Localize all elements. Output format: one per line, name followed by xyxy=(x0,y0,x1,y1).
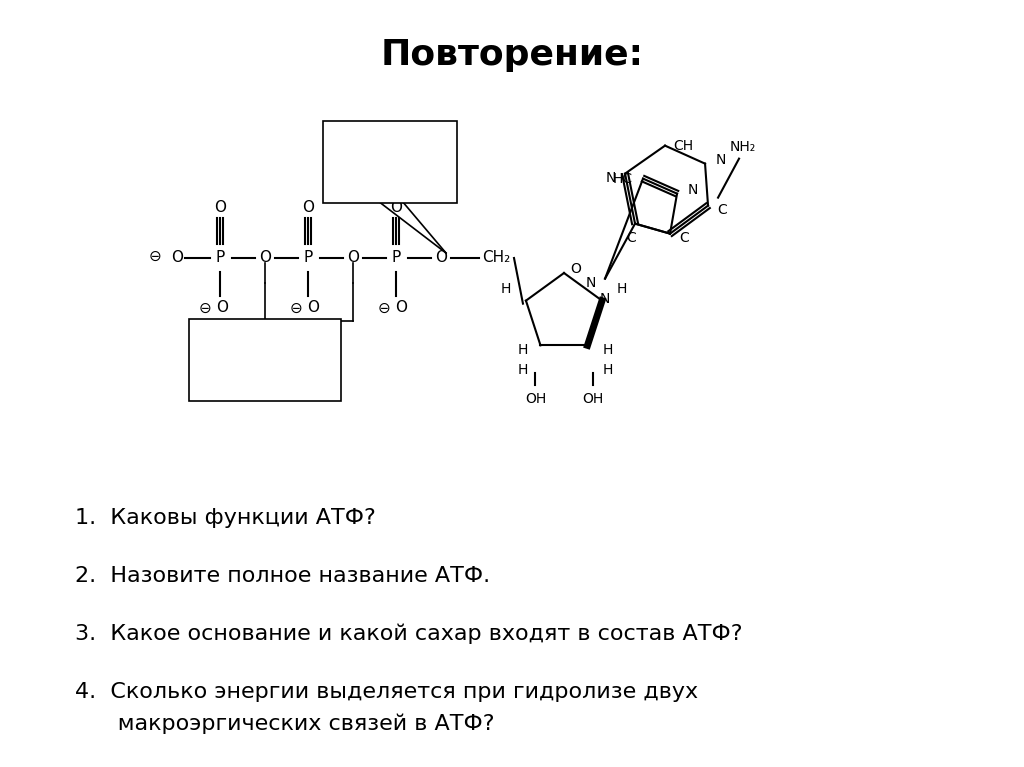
Text: N: N xyxy=(688,183,698,196)
Text: H: H xyxy=(517,344,527,357)
Text: 1.  Каковы функции АТФ?: 1. Каковы функции АТФ? xyxy=(75,508,376,528)
Text: N: N xyxy=(716,153,726,166)
Text: H: H xyxy=(602,344,612,357)
Text: O: O xyxy=(390,200,402,216)
Text: CH: CH xyxy=(673,139,693,153)
FancyBboxPatch shape xyxy=(189,319,341,401)
Text: P: P xyxy=(215,251,224,265)
Text: C: C xyxy=(717,202,727,216)
Text: O: O xyxy=(259,251,271,265)
Text: ⊖: ⊖ xyxy=(199,301,211,315)
Text: O: O xyxy=(214,200,226,216)
Text: C: C xyxy=(679,231,689,245)
FancyBboxPatch shape xyxy=(323,121,457,203)
Text: O: O xyxy=(302,200,314,216)
Text: эфирная: эфирная xyxy=(361,157,419,170)
Text: фосфо-: фосфо- xyxy=(366,136,414,149)
Text: ⊖: ⊖ xyxy=(148,249,162,264)
Text: H: H xyxy=(501,281,511,295)
Text: Повторение:: Повторение: xyxy=(381,38,643,72)
Text: 2.  Назовите полное название АТФ.: 2. Назовите полное название АТФ. xyxy=(75,566,490,586)
Text: NH₂: NH₂ xyxy=(730,140,756,153)
Text: O: O xyxy=(435,251,447,265)
Text: связь: связь xyxy=(372,179,408,193)
Text: 4.  Сколько энергии выделяется при гидролизе двух: 4. Сколько энергии выделяется при гидрол… xyxy=(75,682,698,702)
Text: ⊖: ⊖ xyxy=(378,301,390,315)
Text: OH: OH xyxy=(525,393,546,407)
Text: ангидридные: ангидридные xyxy=(220,355,310,368)
Text: HC: HC xyxy=(613,172,633,186)
Text: H: H xyxy=(517,364,527,377)
Text: фосфо-: фосфо- xyxy=(241,334,289,347)
Text: 3.  Какое основание и какой сахар входят в состав АТФ?: 3. Какое основание и какой сахар входят … xyxy=(75,624,742,644)
Text: O: O xyxy=(216,301,228,315)
Text: O: O xyxy=(347,251,359,265)
Text: O: O xyxy=(307,301,319,315)
Text: H: H xyxy=(616,281,628,295)
Text: O: O xyxy=(570,262,582,276)
Text: O: O xyxy=(395,301,407,315)
Text: связи: связи xyxy=(247,377,284,390)
Text: N: N xyxy=(606,170,616,185)
Text: CH₂: CH₂ xyxy=(482,251,510,265)
Text: OH: OH xyxy=(582,393,603,407)
Text: C: C xyxy=(626,231,636,245)
Text: макроэргических связей в АТФ?: макроэргических связей в АТФ? xyxy=(75,714,495,735)
Text: N: N xyxy=(586,275,596,290)
Text: O: O xyxy=(171,251,183,265)
Text: P: P xyxy=(391,251,400,265)
Text: N: N xyxy=(600,291,610,305)
Text: ⊖: ⊖ xyxy=(290,301,302,315)
Text: P: P xyxy=(303,251,312,265)
Text: H: H xyxy=(602,364,612,377)
